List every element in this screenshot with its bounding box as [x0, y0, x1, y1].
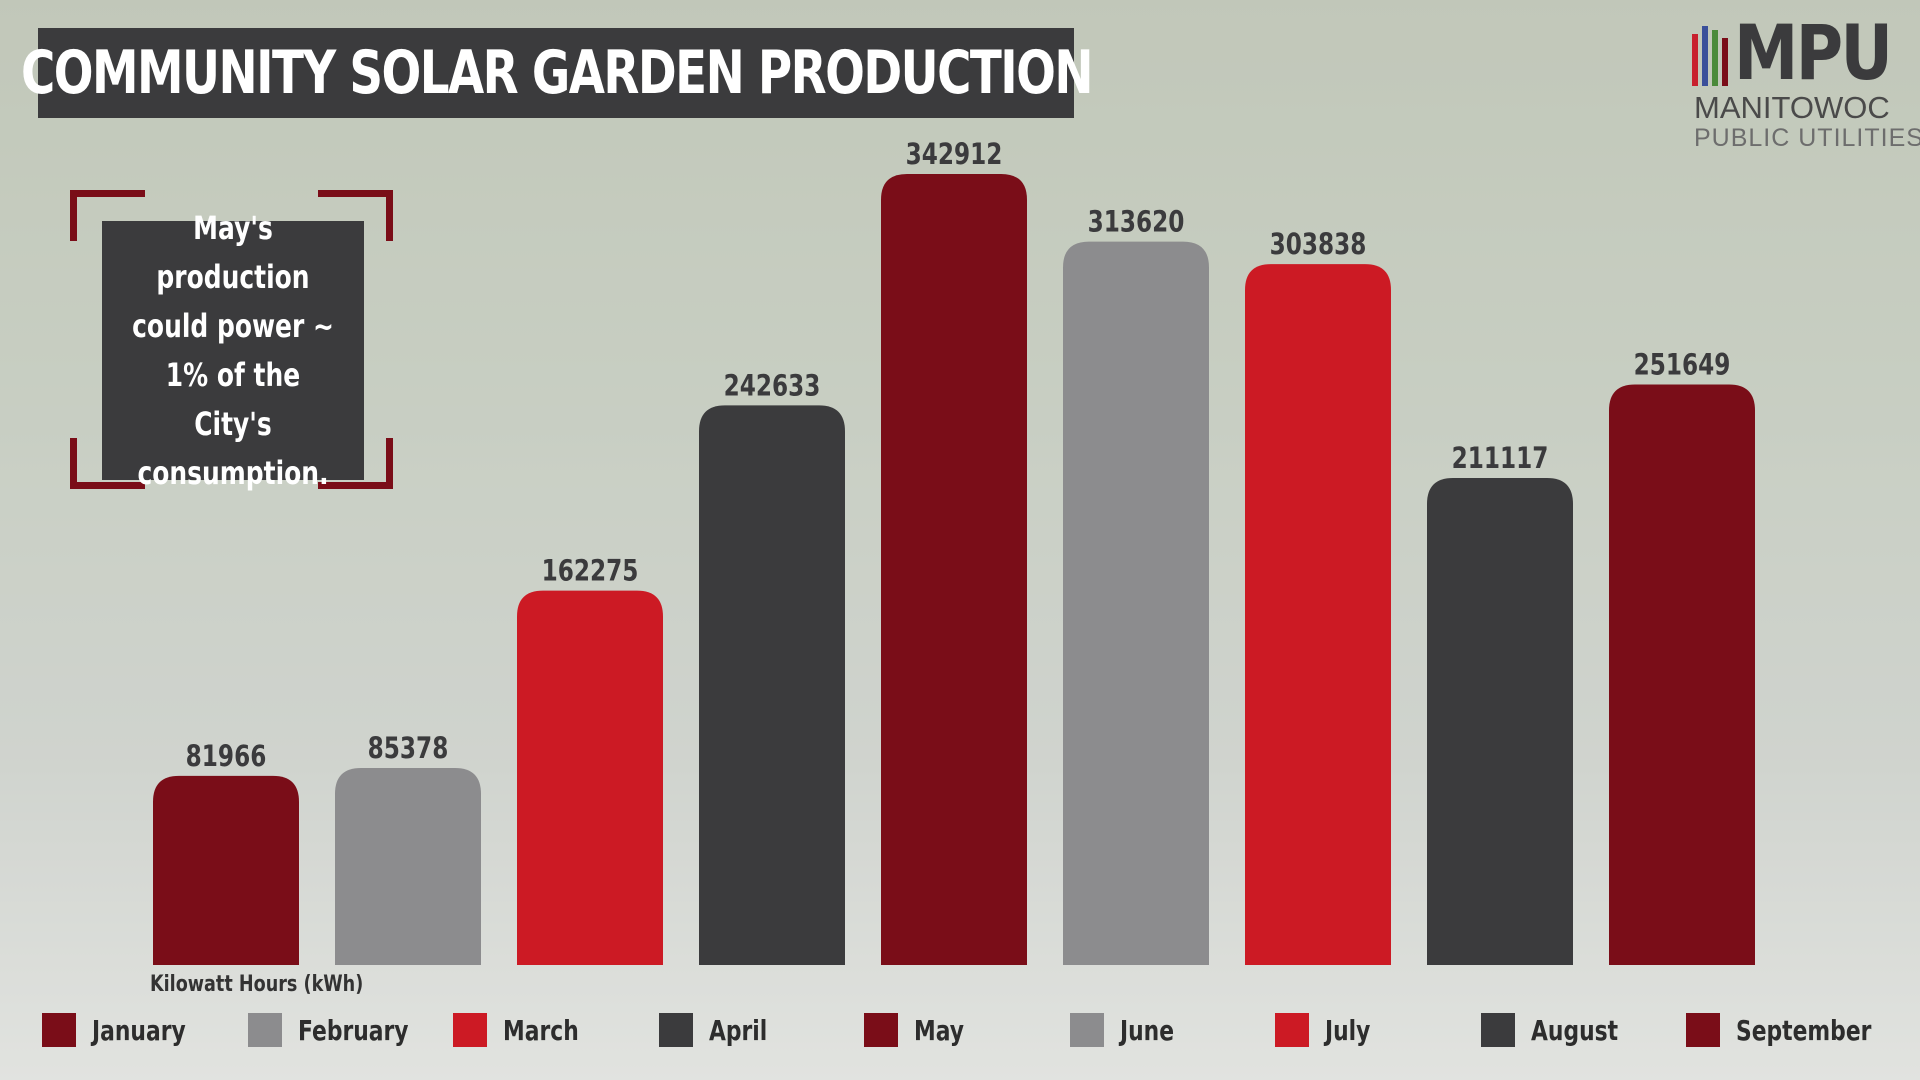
callout-bracket-bottom-left: [70, 438, 145, 489]
legend-swatch: [864, 1013, 898, 1047]
data-label-july: 303838: [1270, 229, 1367, 262]
legend-swatch: [658, 1013, 693, 1047]
legend-label: January: [92, 1013, 186, 1047]
mpu-logo: MPU MANITOWOC PUBLIC UTILITIES: [1692, 8, 1920, 152]
legend-swatch: [247, 1013, 282, 1047]
callout-bracket-bottom-right: [318, 438, 393, 489]
callout-bracket-top-left: [70, 190, 145, 241]
data-label-february: 85378: [368, 733, 449, 766]
legend-item-january: January: [42, 1008, 212, 1052]
legend-item-july: July: [1275, 1008, 1383, 1052]
data-label-march: 162275: [542, 555, 639, 588]
legend-label: August: [1530, 1013, 1618, 1047]
legend-item-may: May: [864, 1008, 978, 1052]
logo-letters: MPU: [1734, 8, 1893, 97]
logo-name: MANITOWOC: [1694, 90, 1890, 125]
chart-title: COMMUNITY SOLAR GARDEN PRODUCTION: [20, 38, 1093, 108]
legend-label: March: [503, 1013, 579, 1047]
legend: January February March April May June July Augu…: [42, 1008, 1912, 1052]
legend-item-february: February: [247, 1008, 440, 1052]
bar-may: [881, 174, 1027, 965]
logo-stripe: [1702, 26, 1708, 86]
legend-label: April: [708, 1013, 767, 1047]
data-label-june: 313620: [1088, 206, 1185, 239]
unit-label: Kilowatt Hours (kWh): [150, 972, 364, 997]
legend-label: June: [1119, 1013, 1174, 1047]
legend-label: September: [1736, 1013, 1872, 1047]
legend-item-march: March: [453, 1008, 600, 1052]
logo-stripe: [1692, 34, 1698, 86]
legend-swatch: [1275, 1013, 1309, 1047]
legend-swatch: [1480, 1013, 1515, 1047]
bar-september: [1609, 384, 1755, 965]
legend-swatch: [1686, 1013, 1720, 1047]
legend-swatch: [453, 1013, 487, 1047]
data-label-may: 342912: [906, 139, 1003, 172]
data-label-april: 242633: [724, 370, 821, 403]
bar-january: [153, 775, 299, 965]
legend-label: July: [1325, 1013, 1371, 1047]
logo-stripe: [1722, 38, 1728, 86]
logo-stripe: [1712, 30, 1718, 86]
callout-box: May's production could power ~ 1% of the…: [102, 209, 364, 492]
legend-label: February: [297, 1013, 409, 1047]
legend-item-april: April: [658, 1008, 784, 1052]
callout-text: May's production could power ~ 1% of the…: [132, 208, 334, 492]
bar-february: [335, 768, 481, 965]
bar-march: [517, 590, 663, 965]
data-label-august: 211117: [1452, 443, 1549, 476]
bar-june: [1063, 241, 1209, 966]
legend-item-august: August: [1480, 1008, 1643, 1052]
title-banner: COMMUNITY SOLAR GARDEN PRODUCTION: [21, 28, 1093, 118]
legend-item-september: September: [1686, 1008, 1910, 1052]
legend-swatch: [1069, 1013, 1104, 1047]
logo-subtitle: PUBLIC UTILITIES: [1694, 124, 1920, 152]
legend-item-june: June: [1069, 1008, 1189, 1052]
bar-april: [699, 405, 845, 965]
data-label-september: 251649: [1634, 349, 1731, 382]
logo-stripes-icon: [1692, 26, 1732, 86]
data-label-january: 81966: [186, 741, 267, 774]
bar-july: [1245, 264, 1391, 965]
callout-bracket-top-right: [318, 190, 393, 241]
legend-label: May: [914, 1013, 965, 1047]
legend-swatch: [42, 1013, 76, 1047]
logo-mark: MPU: [1692, 8, 1902, 97]
bar-august: [1427, 478, 1573, 965]
